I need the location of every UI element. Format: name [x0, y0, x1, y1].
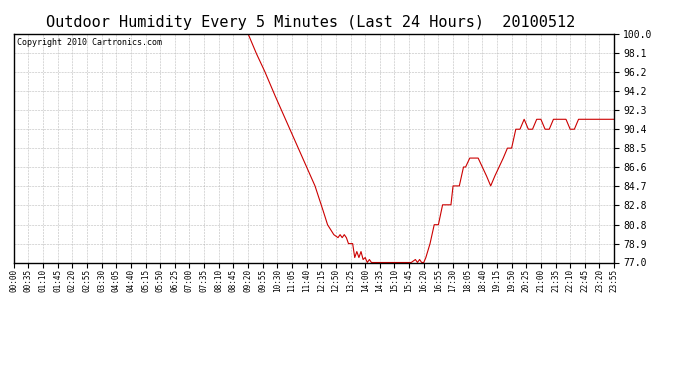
Text: Outdoor Humidity Every 5 Minutes (Last 24 Hours)  20100512: Outdoor Humidity Every 5 Minutes (Last 2…: [46, 15, 575, 30]
Text: Copyright 2010 Cartronics.com: Copyright 2010 Cartronics.com: [17, 38, 161, 47]
